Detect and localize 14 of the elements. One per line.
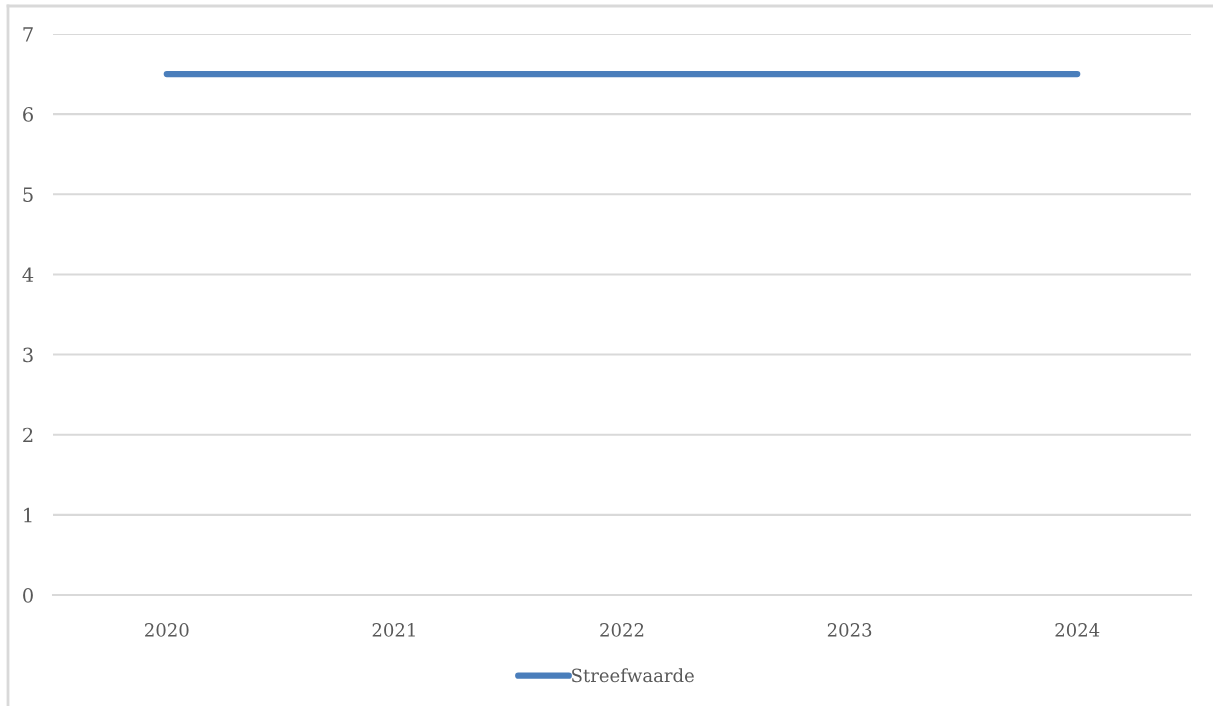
y-tick-label: 2 bbox=[23, 427, 33, 443]
x-tick-label: 2024 bbox=[1055, 623, 1100, 637]
x-tick-label: 2020 bbox=[145, 623, 189, 637]
y-tick-label: 7 bbox=[23, 27, 33, 42]
y-tick-label: 0 bbox=[23, 587, 33, 603]
y-tick-label: 5 bbox=[23, 187, 33, 202]
y-tick-label: 1 bbox=[24, 507, 32, 523]
legend-label: Streefwaarde bbox=[572, 668, 694, 683]
x-tick-label: 2021 bbox=[372, 623, 415, 637]
y-tick-label: 4 bbox=[22, 267, 34, 282]
y-tick-label: 6 bbox=[23, 107, 33, 122]
x-tick-label: 2023 bbox=[827, 623, 872, 637]
y-tick-label: 3 bbox=[23, 347, 33, 363]
x-tick-label: 2022 bbox=[600, 623, 644, 637]
